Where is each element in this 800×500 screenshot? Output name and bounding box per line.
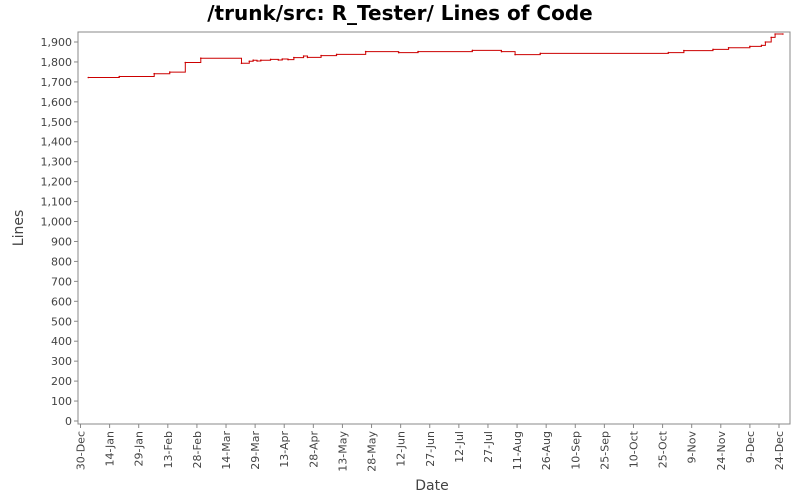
y-tick-label: 1,600 (41, 96, 73, 109)
y-tick-label: 600 (51, 295, 72, 308)
data-point (293, 56, 295, 59)
data-point (397, 51, 400, 54)
data-point (240, 62, 243, 65)
x-tick-label: 12-Jun (395, 431, 408, 467)
x-tick-label: 25-Oct (657, 430, 670, 468)
x-tick-label: 14-Mar (220, 431, 233, 470)
data-point (200, 57, 202, 59)
data-point (760, 44, 763, 47)
x-tick-label: 27-Jul (482, 431, 495, 463)
x-tick-label: 13-Apr (278, 431, 291, 468)
data-point (248, 60, 251, 63)
x-tick-label: 28-Apr (307, 431, 320, 468)
x-axis: 30-Dec 14-Jan 29-Jan 13-Feb 28-Feb 14-Mar 29-M… (75, 424, 786, 472)
y-tick-label: 1,200 (41, 176, 73, 189)
y-tick-label: 500 (51, 315, 72, 328)
x-tick-label: 26-Aug (540, 431, 553, 470)
data-point (500, 50, 503, 53)
x-tick-label: 27-Jun (424, 431, 437, 467)
y-tick-label: 400 (51, 335, 72, 348)
y-tick-label: 800 (51, 255, 72, 268)
data-point (256, 60, 258, 62)
x-tick-label: 12-Jul (453, 431, 466, 463)
x-tick-label: 29-Mar (249, 431, 262, 470)
y-axis: 0 100 200 300 400 500 600 700 800 900 1,000 1,100 1,… (41, 36, 78, 428)
data-point (260, 59, 262, 61)
data-point (749, 45, 751, 48)
data-point (727, 47, 730, 49)
x-tick-label: 14-Jan (104, 431, 117, 467)
y-tick-label: 1,100 (41, 196, 73, 209)
x-tick-label: 13-May (336, 431, 349, 472)
y-tick-label: 900 (51, 235, 72, 248)
x-tick-label: 24-Dec (773, 431, 786, 470)
data-point (153, 72, 155, 75)
y-tick-label: 200 (51, 375, 72, 388)
data-point (87, 76, 90, 79)
data-point (782, 33, 784, 35)
data-point (417, 50, 419, 53)
data-point (514, 53, 516, 56)
x-tick-label: 9-Dec (744, 431, 757, 463)
data-point (764, 41, 767, 43)
data-point (683, 49, 685, 52)
data-point (277, 59, 280, 61)
y-tick-label: 1,400 (41, 136, 73, 149)
data-point (770, 36, 772, 39)
plot-area (77, 31, 791, 425)
x-tick-label: 10-Sep (569, 431, 582, 470)
data-point (281, 58, 284, 60)
data-point (252, 59, 254, 61)
x-tick-label: 28-Feb (191, 431, 204, 468)
y-tick-label: 1,900 (41, 36, 73, 49)
x-tick-label: 13-Feb (162, 431, 175, 468)
data-point (667, 51, 670, 54)
data-point (287, 58, 289, 61)
data-point (774, 33, 776, 35)
x-tick-label: 24-Nov (715, 431, 728, 471)
data-point (471, 49, 474, 52)
y-tick-label: 1,700 (41, 76, 73, 89)
y-tick-label: 1,300 (41, 156, 73, 169)
data-point (169, 71, 171, 73)
y-axis-label: Lines (11, 210, 27, 246)
data-point (269, 58, 272, 61)
y-tick-label: 1,000 (41, 216, 73, 229)
x-tick-label: 30-Dec (75, 431, 88, 470)
data-point (539, 52, 542, 55)
data-point (306, 56, 309, 59)
data-point (320, 54, 322, 57)
data-point (118, 75, 121, 78)
y-tick-label: 700 (51, 275, 72, 288)
x-tick-label: 11-Aug (511, 431, 524, 470)
y-tick-label: 1,800 (41, 56, 73, 69)
series-line (88, 33, 783, 78)
x-tick-label: 10-Oct (627, 430, 640, 468)
data-point (364, 50, 367, 53)
x-tick-label: 25-Sep (598, 431, 611, 470)
x-tick-label: 29-Jan (133, 431, 146, 467)
y-tick-label: 1,500 (41, 116, 73, 129)
y-tick-label: 100 (51, 395, 72, 408)
data-point (302, 55, 305, 57)
y-tick-label: 300 (51, 355, 72, 368)
series-layer (87, 33, 784, 79)
data-point (184, 61, 187, 64)
x-tick-label: 9-Nov (686, 431, 699, 464)
chart-title: /trunk/src: R_Tester/ Lines of Code (207, 1, 592, 25)
x-tick-label: 28-May (366, 431, 379, 472)
data-point (712, 48, 714, 51)
y-tick-label: 0 (65, 415, 72, 428)
data-point (335, 53, 338, 56)
x-axis-label: Date (415, 478, 448, 494)
